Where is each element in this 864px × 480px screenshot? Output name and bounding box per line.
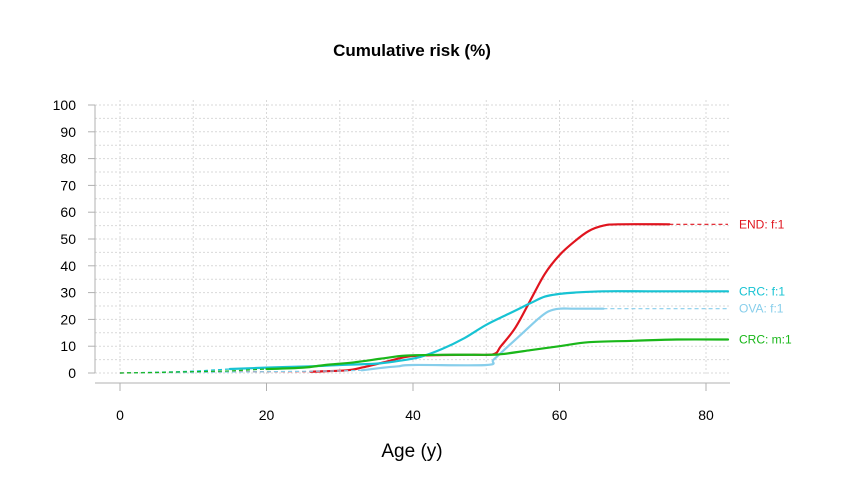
- y-tick-label: 80: [60, 151, 76, 167]
- y-tick-label: 20: [60, 311, 76, 327]
- y-tick-label: 100: [53, 97, 77, 113]
- x-tick-label: 60: [552, 407, 568, 423]
- y-tick-label: 70: [60, 177, 76, 193]
- y-tick-label: 90: [60, 124, 76, 140]
- series-line-end-f-1: [309, 223, 671, 373]
- y-tick-label: 60: [60, 204, 76, 220]
- series-lines: [119, 223, 730, 374]
- series-label-crc-m-1: CRC: m:1: [739, 333, 792, 347]
- grid: [95, 100, 730, 374]
- series-labels: END: f:1 CRC: f:1 OVA: f:1 CRC: m:1: [739, 217, 792, 346]
- x-tick-label: 40: [405, 407, 421, 423]
- series-line-ova-f-1: [360, 307, 605, 372]
- axes: 0 10 20 30 40 50 60 70 80 90 100 0 20 40 60 80: [53, 97, 730, 423]
- series-line-crc-m-1: [265, 338, 730, 371]
- series-label-crc-f-1: CRC: f:1: [739, 284, 785, 298]
- series-label-ova-f-1: OVA: f:1: [739, 302, 784, 316]
- y-tick-label: 30: [60, 285, 76, 301]
- y-tick-label: 50: [60, 231, 76, 247]
- x-tick-label: 0: [116, 407, 124, 423]
- x-axis-label: Age (y): [381, 441, 442, 462]
- chart-title: Cumulative risk (%): [333, 41, 491, 60]
- y-tick-label: 40: [60, 258, 76, 274]
- x-tick-label: 80: [698, 407, 714, 423]
- y-tick-label: 0: [68, 365, 76, 381]
- y-tick-label: 10: [60, 338, 76, 354]
- series-label-end-f-1: END: f:1: [739, 217, 785, 231]
- series-dashed-crc-m-1: [119, 368, 267, 374]
- series-line-crc-f-1: [228, 290, 730, 371]
- x-tick-label: 20: [259, 407, 275, 423]
